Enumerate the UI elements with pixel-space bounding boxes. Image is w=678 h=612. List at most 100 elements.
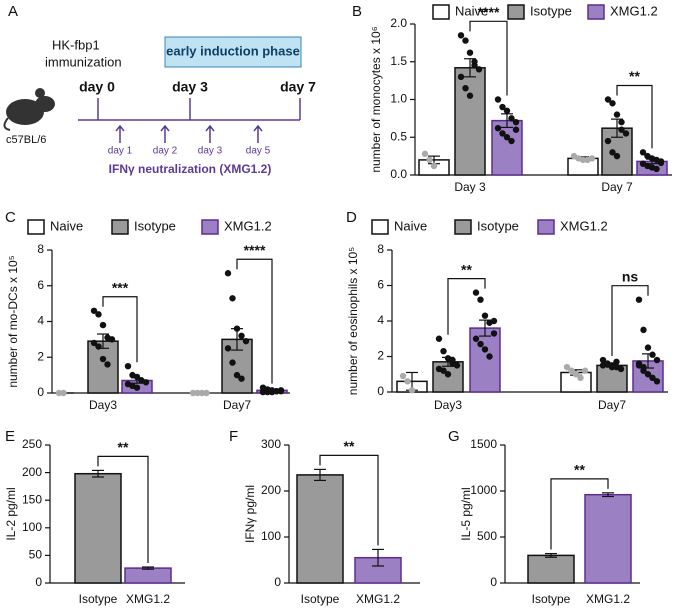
y-tick-label: 0 <box>35 575 42 589</box>
data-point <box>435 335 443 342</box>
legend-label: Isotype <box>134 218 176 233</box>
data-point <box>264 388 271 396</box>
data-point <box>609 149 616 156</box>
y-tick-label: 100 <box>22 520 42 534</box>
legend-swatch <box>201 219 219 235</box>
timeline <box>78 98 301 143</box>
y-tick-label: 2 <box>377 349 384 363</box>
data-point <box>466 49 474 56</box>
data-point <box>142 379 150 386</box>
data-point <box>588 155 596 162</box>
panel-letter: C <box>5 209 16 226</box>
data-point <box>440 347 447 355</box>
x-tick-label: Day 3 <box>454 180 486 194</box>
legend-label: Naive <box>50 218 83 233</box>
data-point <box>477 340 484 348</box>
data-point <box>430 162 438 170</box>
data-point <box>238 375 245 382</box>
immunization: HK-fbp1 <box>52 37 100 52</box>
bar <box>74 472 122 584</box>
day-label: day 0 <box>79 79 115 95</box>
bar <box>584 493 632 584</box>
panel-a: A HK-fbp1 immunization early induction p… <box>3 3 316 176</box>
y-axis-label: number of monocytes x 10⁶ <box>369 26 383 172</box>
data-point <box>494 96 502 103</box>
legend-label: Naive <box>455 3 488 18</box>
data-point <box>635 296 643 303</box>
data-point <box>457 73 465 81</box>
treatment-label: IFNγ neutralization (XMG1.2) <box>109 162 272 176</box>
x-tick-label: Day3 <box>434 398 462 412</box>
data-point <box>198 389 206 397</box>
x-tick-label: Day3 <box>89 398 117 412</box>
x-tick-label: Isotype <box>301 592 340 606</box>
data-point <box>444 371 452 378</box>
data-point <box>639 149 647 156</box>
immunization: immunization <box>45 54 122 69</box>
significance-label: **** <box>244 242 266 258</box>
data-point <box>609 100 616 107</box>
legend-swatch <box>507 4 525 20</box>
data-point <box>124 362 132 370</box>
bar <box>527 554 575 584</box>
significance-label: ** <box>574 462 585 478</box>
x-tick-label: Isotype <box>79 592 118 606</box>
data-point <box>608 363 616 371</box>
data-point <box>404 378 411 385</box>
data-point <box>577 374 584 381</box>
day-label: day 7 <box>280 79 316 95</box>
significance-label: *** <box>112 279 129 295</box>
data-point <box>477 296 484 303</box>
y-tick-label: 250 <box>22 437 42 451</box>
bar <box>296 474 344 584</box>
data-point <box>133 373 141 381</box>
x-tick-label: Isotype <box>532 592 571 606</box>
y-axis-label: IL-2 pg/ml <box>4 487 18 540</box>
data-point <box>399 372 407 380</box>
y-tick-label: 100 <box>261 529 281 543</box>
data-point <box>604 96 612 103</box>
data-point <box>613 152 621 160</box>
data-point <box>563 363 571 371</box>
significance-label: **** <box>478 4 500 20</box>
bar <box>87 340 119 394</box>
data-point <box>194 389 201 397</box>
data-point <box>421 150 429 158</box>
data-point <box>475 66 483 73</box>
significance-bracket <box>447 278 486 335</box>
data-point <box>95 343 102 350</box>
data-point <box>233 325 241 332</box>
panel-letter: B <box>352 3 362 20</box>
y-tick-label: 6 <box>377 278 384 292</box>
data-point <box>233 371 241 379</box>
significance-bracket <box>97 455 149 563</box>
day-label: day 3 <box>172 79 208 95</box>
x-tick-label: XMG1.2 <box>126 592 170 606</box>
data-point <box>90 339 98 347</box>
data-point <box>462 84 469 92</box>
data-point <box>104 361 111 368</box>
data-point <box>617 365 625 373</box>
significance-bracket <box>550 478 609 550</box>
y-tick-label: 0.0 <box>390 167 407 181</box>
phase-label: early induction phase <box>166 43 300 58</box>
panel-letter: A <box>8 3 18 20</box>
data-point <box>604 360 611 367</box>
x-tick-label: XMG1.2 <box>356 592 400 606</box>
y-tick-label: 0 <box>490 575 497 589</box>
data-point <box>133 384 141 391</box>
significance-label: ** <box>629 68 640 84</box>
data-point <box>449 356 456 364</box>
data-point <box>224 345 232 352</box>
data-point <box>203 389 210 397</box>
y-axis-label: IL-5 pg/ml <box>459 487 473 540</box>
data-point <box>622 130 630 137</box>
significance-bracket <box>611 285 649 357</box>
x-tick-label: XMG1.2 <box>586 592 630 606</box>
legend-label: XMG1.2 <box>560 218 608 233</box>
data-point <box>481 346 489 353</box>
legend-label: XMG1.2 <box>610 3 658 18</box>
y-tick-label: 4 <box>377 313 384 327</box>
